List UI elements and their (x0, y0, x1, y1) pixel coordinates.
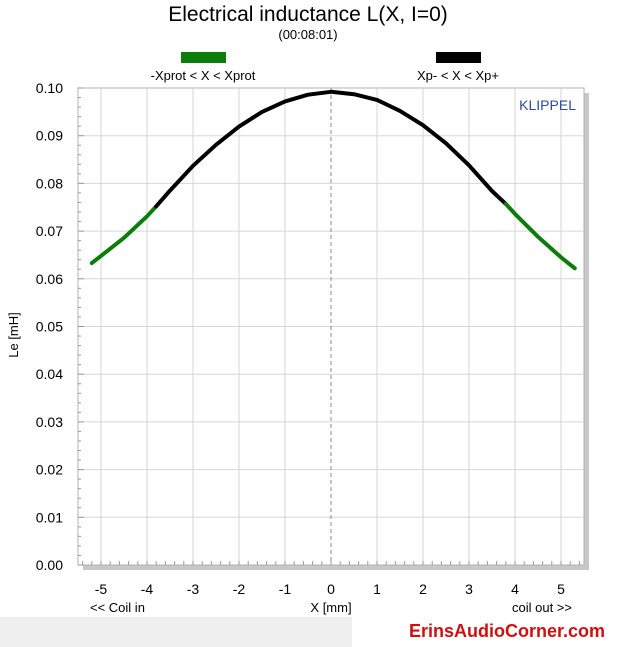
minor-ticks (78, 87, 580, 566)
x-tick-label: -1 (279, 581, 292, 597)
y-tick-label: 0.03 (36, 414, 63, 430)
x-tick-label: -2 (233, 581, 246, 597)
x-axis-label: X [mm] (310, 600, 351, 615)
legend-swatch-green (181, 52, 226, 63)
y-tick-label: 0.05 (36, 319, 63, 335)
watermark: ErinsAudioCorner.com (408, 621, 605, 641)
y-tick-label: 0.01 (36, 509, 63, 525)
y-tick-label: 0.10 (36, 80, 63, 96)
series-line-0 (89, 204, 159, 266)
x-tick-label: 2 (419, 581, 427, 597)
y-tick-label: 0.08 (36, 175, 63, 191)
x-tick-label: 4 (511, 581, 519, 597)
x-tick-label: 5 (557, 581, 565, 597)
grid (78, 88, 584, 565)
x-tick-label: 3 (465, 581, 473, 597)
y-tick-labels: 0.00 0.01 0.02 0.03 0.04 0.05 0.06 0.07 0.08 0.09… (36, 80, 63, 573)
brand-label: KLIPPEL (519, 97, 576, 113)
chart-subtitle: (00:08:01) (278, 27, 337, 42)
plot-shadow-bottom (83, 565, 589, 570)
series-line-2 (503, 201, 577, 271)
y-tick-label: 0.06 (36, 271, 63, 287)
legend-label-xp: Xp- < X < Xp+ (417, 68, 499, 83)
x-left-note: << Coil in (90, 600, 145, 615)
legend: -Xprot < X < Xprot Xp- < X < Xp+ (151, 52, 499, 83)
y-axis-label: Le [mH] (6, 312, 21, 358)
chart-title: Electrical inductance L(X, I=0) (168, 3, 448, 26)
y-tick-label: 0.00 (36, 557, 63, 573)
x-tick-label: -5 (95, 581, 108, 597)
footer-watermark-area (352, 617, 617, 647)
series (89, 89, 577, 271)
x-tick-label: -3 (187, 581, 200, 597)
plot-shadow-right (584, 93, 589, 570)
x-right-note: coil out >> (512, 600, 572, 615)
y-tick-label: 0.07 (36, 223, 63, 239)
y-tick-label: 0.09 (36, 128, 63, 144)
y-tick-label: 0.04 (36, 366, 63, 382)
x-tick-label: 1 (373, 581, 381, 597)
x-tick-label: -4 (141, 581, 154, 597)
legend-label-xprot: -Xprot < X < Xprot (151, 68, 256, 83)
y-tick-label: 0.02 (36, 462, 63, 478)
series-line-1 (154, 89, 508, 209)
x-tick-label: 0 (327, 581, 335, 597)
legend-swatch-black (436, 52, 481, 63)
x-tick-labels: -5 -4 -3 -2 -1 0 1 2 3 4 5 (95, 581, 565, 597)
